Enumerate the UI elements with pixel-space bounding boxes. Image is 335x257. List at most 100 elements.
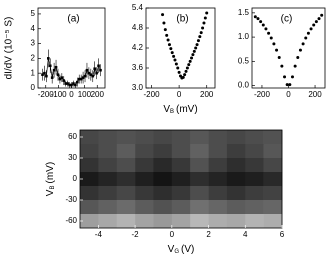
data-point bbox=[56, 73, 60, 76]
data-point bbox=[41, 73, 44, 76]
heat-cell bbox=[208, 130, 228, 145]
data-point bbox=[161, 13, 165, 17]
x-tick-label: 0 bbox=[177, 90, 182, 99]
panel-label: (a) bbox=[67, 14, 79, 25]
data-point bbox=[320, 13, 324, 17]
heat-cell bbox=[263, 186, 283, 201]
x-axis-label: VG (V) bbox=[168, 244, 195, 255]
data-point bbox=[50, 76, 54, 79]
data-point bbox=[58, 77, 62, 81]
x-tick-label: -2 bbox=[132, 230, 140, 239]
label-sub: G bbox=[174, 249, 179, 255]
data-point bbox=[77, 77, 81, 81]
y-tick-label: 4.2 bbox=[132, 43, 144, 52]
heat-cell bbox=[171, 158, 191, 173]
label-sub: B bbox=[170, 109, 174, 115]
data-point bbox=[166, 38, 170, 42]
data-point bbox=[184, 69, 188, 73]
data-point bbox=[75, 80, 79, 84]
heat-cell bbox=[98, 200, 118, 215]
heat-cell bbox=[245, 144, 264, 159]
y-tick-label: 5.4 bbox=[132, 3, 144, 12]
data-point bbox=[169, 47, 173, 51]
data-point bbox=[173, 58, 177, 62]
heat-cell bbox=[153, 200, 173, 215]
data-point bbox=[288, 83, 292, 87]
y-tick-label: 30 bbox=[68, 153, 77, 162]
data-point bbox=[298, 48, 302, 52]
data-point bbox=[312, 23, 316, 27]
heat-cell bbox=[263, 130, 283, 145]
y-axis-label: dI/dV (10⁻⁵ S) bbox=[4, 17, 15, 80]
heat-cell bbox=[245, 186, 264, 201]
heat-cell bbox=[171, 130, 191, 145]
y-tick-label: 3.0 bbox=[132, 83, 144, 92]
data-point bbox=[277, 55, 281, 59]
heat-cell bbox=[208, 144, 228, 159]
heat-cell bbox=[116, 214, 136, 229]
heat-cell bbox=[226, 158, 246, 173]
data-point bbox=[93, 67, 96, 71]
data-point bbox=[72, 82, 75, 85]
x-tick-label: 200 bbox=[91, 90, 105, 99]
panel-label: (c) bbox=[281, 14, 293, 25]
data-point bbox=[162, 21, 166, 25]
y-tick-label: -60 bbox=[65, 216, 77, 225]
data-point bbox=[163, 28, 167, 32]
data-point bbox=[267, 31, 271, 35]
data-point bbox=[74, 83, 77, 87]
heat-cell bbox=[226, 214, 246, 229]
heat-cell bbox=[208, 172, 228, 187]
heat-cell bbox=[226, 144, 246, 159]
heat-cell bbox=[226, 130, 246, 145]
x-tick-label: -100 bbox=[51, 90, 68, 99]
data-point bbox=[309, 27, 313, 31]
data-point bbox=[304, 36, 308, 40]
y-tick-label: 1 bbox=[31, 68, 36, 77]
y-tick-label: 0.5 bbox=[238, 56, 250, 65]
data-point bbox=[79, 77, 83, 81]
heat-cell bbox=[153, 158, 173, 173]
heat-cell bbox=[208, 214, 228, 229]
heat-cell bbox=[245, 130, 264, 145]
y-tick-label: 0.0 bbox=[238, 81, 250, 90]
data-point bbox=[301, 42, 305, 46]
data-point bbox=[47, 57, 50, 60]
heat-cell bbox=[190, 130, 209, 145]
data-point bbox=[192, 49, 196, 53]
x-tick-label: 0 bbox=[170, 230, 175, 239]
heat-cell bbox=[80, 144, 99, 159]
data-point bbox=[89, 73, 93, 76]
data-point bbox=[174, 62, 178, 66]
data-point bbox=[60, 76, 64, 79]
data-point bbox=[259, 20, 263, 24]
data-point bbox=[199, 31, 203, 35]
heat-cell bbox=[135, 172, 154, 187]
data-point bbox=[317, 17, 321, 21]
heat-cell bbox=[80, 214, 99, 229]
data-point bbox=[283, 75, 287, 79]
label-main: V bbox=[168, 244, 175, 255]
data-point bbox=[194, 46, 198, 50]
data-point bbox=[188, 59, 192, 63]
heat-cell bbox=[80, 130, 99, 145]
heat-cell bbox=[135, 186, 154, 201]
data-point bbox=[280, 64, 284, 68]
heat-cell bbox=[153, 144, 173, 159]
label-unit: (V) bbox=[181, 244, 194, 255]
data-point bbox=[52, 68, 56, 72]
data-point bbox=[95, 71, 98, 75]
label-main: V bbox=[45, 189, 56, 196]
data-point bbox=[172, 54, 176, 58]
data-point bbox=[196, 39, 200, 43]
data-point bbox=[275, 48, 279, 52]
heat-cell bbox=[190, 186, 209, 201]
heat-cell bbox=[116, 144, 136, 159]
data-point bbox=[202, 21, 206, 25]
data-point bbox=[85, 68, 89, 72]
heat-cell bbox=[116, 200, 136, 215]
heat-cell bbox=[263, 158, 283, 173]
heat-cell bbox=[245, 214, 264, 229]
heat-cell bbox=[171, 200, 191, 215]
